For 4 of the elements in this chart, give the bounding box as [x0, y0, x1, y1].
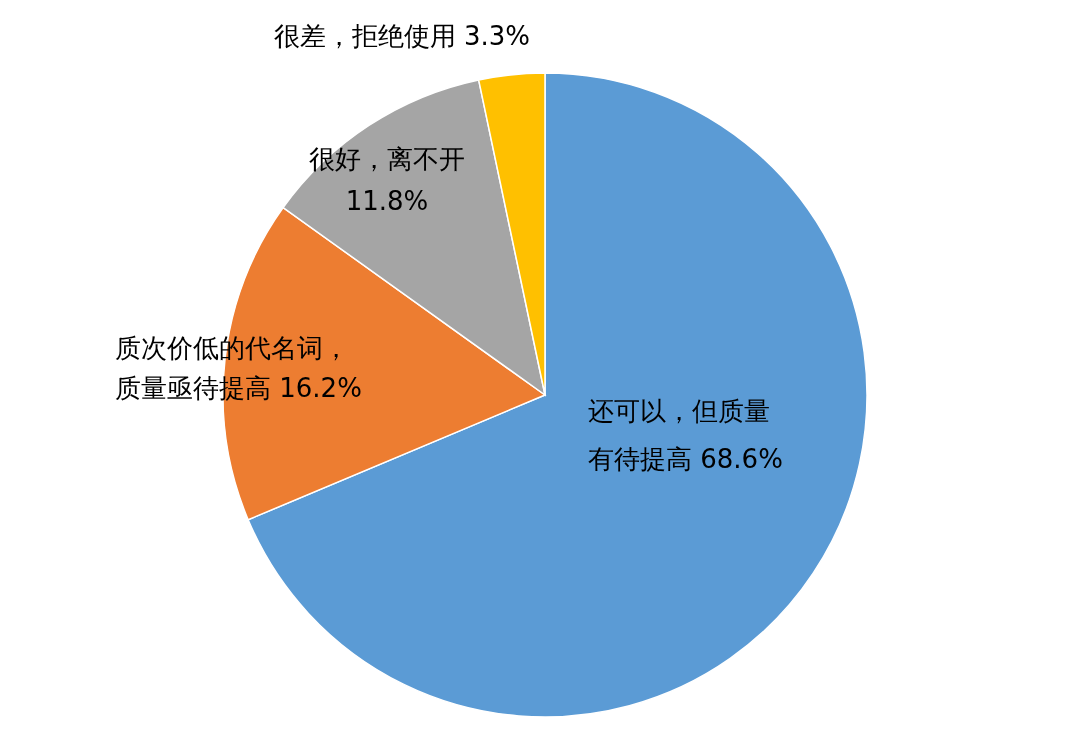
- slice-label: 很差，拒绝使用 3.3%: [273, 21, 530, 51]
- data-label: 11.8%: [345, 186, 429, 216]
- slice-label: 很好，离不开: [309, 144, 465, 174]
- slice-label: 还可以，但质量有待提高 68.6%: [588, 396, 783, 474]
